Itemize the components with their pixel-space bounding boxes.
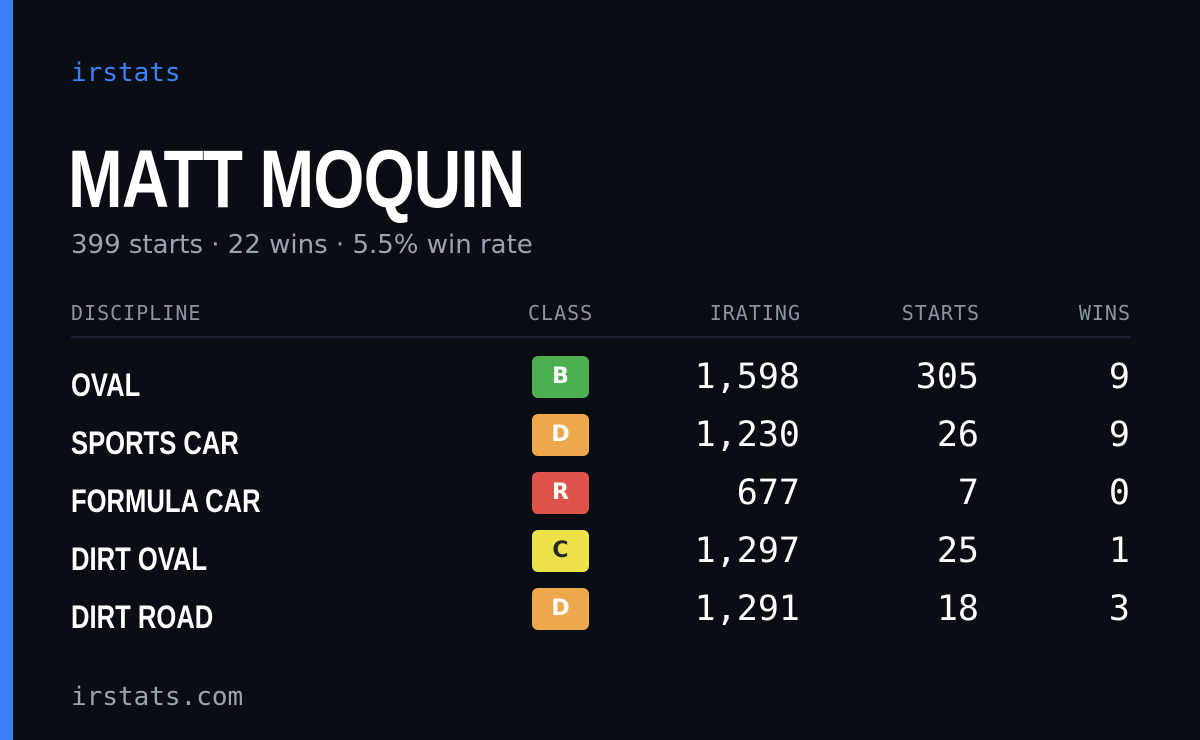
- brand-logo: irstats: [71, 58, 181, 88]
- table-row: SPORTS CAR D 1,230 26 9: [71, 410, 1131, 468]
- header-class: CLASS: [528, 301, 594, 325]
- class-badge: R: [532, 472, 589, 514]
- wins-value: 9: [1108, 357, 1130, 397]
- accent-bar: [0, 0, 13, 740]
- starts-value: 18: [936, 589, 979, 629]
- irating-value: 1,297: [694, 531, 800, 571]
- header-irating: IRATING: [709, 301, 801, 325]
- stats-table: DISCIPLINE CLASS IRATING STARTS WINS OVA…: [71, 296, 1131, 642]
- irating-value: 1,230: [694, 415, 800, 455]
- player-name: MATT MOQUIN: [68, 134, 525, 225]
- class-badge: B: [532, 356, 589, 398]
- header-wins: WINS: [1078, 301, 1131, 325]
- irating-value: 1,291: [694, 589, 800, 629]
- footer-url: irstats.com: [71, 682, 244, 712]
- wins-value: 1: [1108, 531, 1130, 571]
- table-row: DIRT ROAD D 1,291 18 3: [71, 584, 1131, 642]
- header-discipline: DISCIPLINE: [71, 301, 202, 325]
- header-starts: STARTS: [901, 301, 980, 325]
- table-row: DIRT OVAL C 1,297 25 1: [71, 526, 1131, 584]
- discipline-name: DIRT ROAD: [71, 599, 214, 635]
- class-badge: D: [532, 414, 589, 456]
- wins-value: 9: [1108, 415, 1130, 455]
- table-header: DISCIPLINE CLASS IRATING STARTS WINS: [71, 296, 1131, 338]
- starts-value: 25: [936, 531, 979, 571]
- player-summary: 399 starts · 22 wins · 5.5% win rate: [71, 230, 533, 260]
- table-row: FORMULA CAR R 677 7 0: [71, 468, 1131, 526]
- class-badge: D: [532, 588, 589, 630]
- discipline-name: OVAL: [71, 367, 141, 403]
- table-body: OVAL B 1,598 305 9 SPORTS CAR D 1,230 26…: [71, 352, 1131, 642]
- wins-value: 3: [1108, 589, 1130, 629]
- discipline-name: DIRT OVAL: [71, 541, 208, 577]
- starts-value: 7: [957, 473, 979, 513]
- starts-value: 26: [936, 415, 979, 455]
- discipline-name: SPORTS CAR: [71, 425, 239, 461]
- starts-value: 305: [915, 357, 979, 397]
- discipline-name: FORMULA CAR: [71, 483, 261, 519]
- class-badge: C: [532, 530, 589, 572]
- irating-value: 1,598: [694, 357, 800, 397]
- wins-value: 0: [1108, 473, 1130, 513]
- table-row: OVAL B 1,598 305 9: [71, 352, 1131, 410]
- irating-value: 677: [736, 473, 800, 513]
